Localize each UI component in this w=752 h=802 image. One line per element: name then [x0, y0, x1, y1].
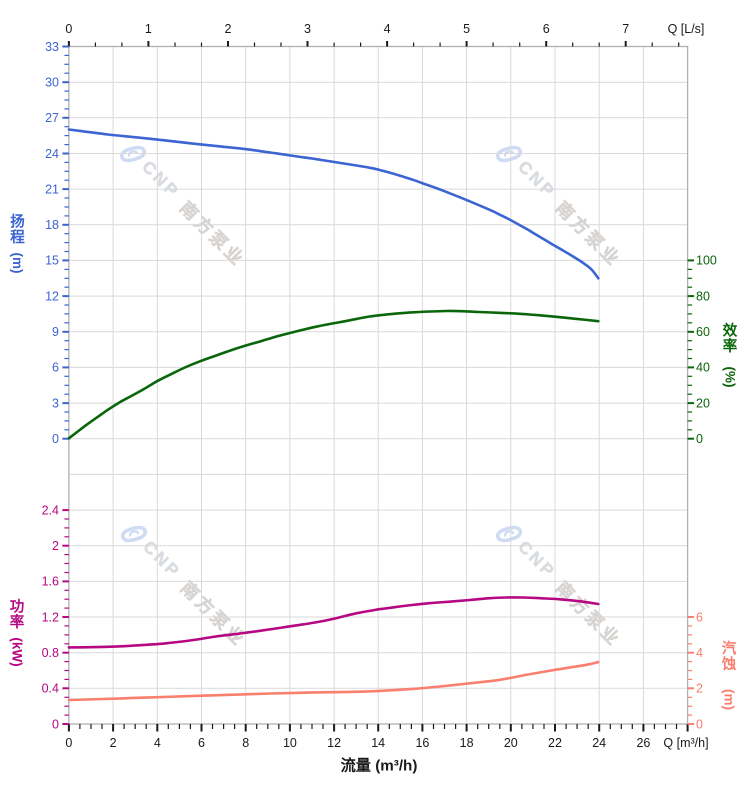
svg-text:率: 率: [10, 613, 25, 631]
svg-text:(kW): (kW): [10, 637, 25, 666]
svg-text:20: 20: [504, 736, 518, 750]
svg-text:程: 程: [10, 229, 25, 246]
svg-text:9: 9: [52, 325, 59, 339]
svg-text:16: 16: [415, 736, 429, 750]
svg-text:6: 6: [198, 736, 205, 750]
svg-text:40: 40: [696, 361, 710, 375]
svg-text:效: 效: [723, 322, 738, 340]
svg-text:21: 21: [45, 182, 59, 196]
svg-text:18: 18: [460, 736, 474, 750]
svg-text:(%): (%): [723, 367, 738, 388]
svg-text:60: 60: [696, 325, 710, 339]
svg-text:汽: 汽: [722, 640, 737, 658]
svg-text:0: 0: [52, 432, 59, 446]
svg-text:4: 4: [154, 736, 161, 750]
svg-text:15: 15: [45, 254, 59, 268]
svg-text:24: 24: [592, 736, 606, 750]
svg-text:22: 22: [548, 736, 562, 750]
svg-text:CNP: CNP: [139, 537, 184, 582]
svg-text:率: 率: [723, 337, 738, 355]
svg-text:南方泵业: 南方泵业: [176, 197, 249, 270]
svg-text:功: 功: [10, 599, 25, 616]
svg-text:3: 3: [304, 22, 311, 36]
svg-text:6: 6: [52, 361, 59, 375]
svg-text:0: 0: [696, 432, 703, 446]
svg-text:10: 10: [283, 736, 297, 750]
svg-text:(m): (m): [10, 253, 25, 274]
svg-text:12: 12: [45, 289, 59, 303]
svg-text:20: 20: [696, 396, 710, 410]
svg-text:0: 0: [52, 717, 59, 731]
svg-text:2: 2: [52, 539, 59, 553]
svg-text:4: 4: [696, 646, 703, 660]
svg-text:26: 26: [636, 736, 650, 750]
svg-text:扬: 扬: [10, 213, 25, 231]
svg-text:流量 (m³/h): 流量 (m³/h): [341, 757, 418, 775]
svg-text:2: 2: [110, 736, 117, 750]
svg-text:0.8: 0.8: [42, 646, 59, 660]
svg-text:南方泵业: 南方泵业: [552, 197, 625, 270]
svg-text:(m): (m): [722, 689, 737, 710]
svg-text:6: 6: [543, 22, 550, 36]
svg-text:2: 2: [225, 22, 232, 36]
svg-text:5: 5: [463, 22, 470, 36]
svg-text:80: 80: [696, 289, 710, 303]
svg-text:0: 0: [65, 22, 72, 36]
svg-text:24: 24: [45, 147, 59, 161]
svg-text:1.6: 1.6: [42, 575, 59, 589]
svg-text:4: 4: [384, 22, 391, 36]
svg-text:7: 7: [622, 22, 629, 36]
svg-text:3: 3: [52, 396, 59, 410]
svg-text:33: 33: [45, 40, 59, 54]
svg-text:蚀: 蚀: [721, 655, 737, 673]
svg-text:100: 100: [696, 254, 717, 268]
svg-text:0: 0: [65, 736, 72, 750]
svg-text:18: 18: [45, 218, 59, 232]
svg-text:30: 30: [45, 76, 59, 90]
svg-text:CNP: CNP: [514, 157, 559, 202]
svg-text:0.4: 0.4: [42, 682, 59, 696]
svg-text:1: 1: [145, 22, 152, 36]
svg-text:0: 0: [696, 717, 703, 731]
svg-text:8: 8: [242, 736, 249, 750]
svg-text:CNP: CNP: [138, 157, 183, 202]
svg-text:14: 14: [371, 736, 385, 750]
svg-text:Q [m³/h]: Q [m³/h]: [663, 736, 708, 750]
svg-text:1.2: 1.2: [42, 610, 59, 624]
svg-text:2.4: 2.4: [42, 503, 59, 517]
svg-text:Q [L/s]: Q [L/s]: [668, 22, 705, 36]
svg-text:2: 2: [696, 682, 703, 696]
svg-text:6: 6: [696, 610, 703, 624]
svg-text:南方泵业: 南方泵业: [552, 577, 625, 650]
svg-text:CNP: CNP: [514, 537, 559, 582]
svg-text:12: 12: [327, 736, 341, 750]
svg-text:27: 27: [45, 111, 59, 125]
